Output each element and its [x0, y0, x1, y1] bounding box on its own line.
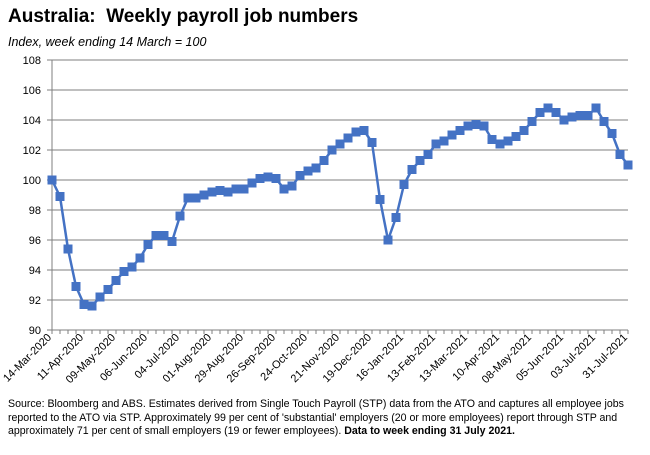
- data-point: [551, 108, 561, 117]
- data-point: [63, 244, 73, 254]
- data-point: [199, 190, 209, 200]
- source-note: Source: Bloomberg and ABS. Estimates der…: [8, 398, 644, 439]
- data-point: [623, 160, 633, 170]
- data-point: [567, 112, 577, 122]
- data-point: [175, 211, 185, 221]
- y-tick-label: 104: [23, 115, 41, 127]
- data-point: [391, 213, 401, 222]
- data-point: [191, 193, 201, 203]
- data-point: [287, 181, 297, 191]
- data-point: [399, 180, 409, 189]
- data-point: [247, 178, 257, 188]
- y-tick-label: 98: [29, 205, 41, 217]
- y-tick-labels: 90 92 94 96 98 100 102 104 106 108: [23, 55, 41, 337]
- data-point: [143, 240, 153, 249]
- data-point: [615, 150, 625, 159]
- data-point: [607, 129, 617, 138]
- data-point: [263, 172, 273, 182]
- data-point: [271, 174, 281, 183]
- data-point: [79, 300, 89, 309]
- data-point: [119, 267, 129, 276]
- data-point: [167, 237, 177, 246]
- data-point: [279, 184, 289, 194]
- series-line: [50, 106, 629, 308]
- data-point: [207, 187, 217, 197]
- data-point: [463, 121, 473, 131]
- data-point: [111, 276, 121, 285]
- data-point: [135, 253, 145, 263]
- data-point: [415, 156, 425, 165]
- y-tick-label: 90: [29, 325, 41, 337]
- data-point: [479, 121, 489, 131]
- source-bold-note: Data to week ending 31 July 2021.: [344, 425, 515, 438]
- y-tick-label: 100: [23, 175, 41, 187]
- data-point: [183, 193, 193, 203]
- data-point: [351, 127, 361, 137]
- data-point: [519, 126, 529, 135]
- data-point: [527, 117, 537, 126]
- y-tick-label: 108: [23, 55, 41, 67]
- source-text: Source: Bloomberg and ABS. Estimates der…: [8, 398, 624, 438]
- gridlines: [52, 59, 628, 301]
- data-point: [423, 150, 433, 159]
- data-point: [559, 115, 569, 125]
- data-point: [471, 120, 481, 129]
- data-point: [503, 136, 513, 146]
- y-tick-label: 96: [29, 235, 41, 247]
- y-tick-label: 106: [23, 85, 41, 97]
- y-tick-label: 94: [29, 265, 41, 277]
- data-point: [535, 108, 545, 117]
- chart-title: Australia: Weekly payroll job numbers: [8, 6, 359, 27]
- data-point: [159, 231, 169, 240]
- axes: [47, 59, 629, 334]
- data-point: [495, 139, 505, 149]
- data-point: [327, 145, 337, 155]
- data-point: [359, 126, 369, 135]
- data-point: [511, 132, 521, 141]
- data-point: [343, 133, 353, 143]
- data-point: [215, 186, 225, 195]
- data-point: [455, 126, 465, 135]
- chart-subtitle: Index, week ending 14 March = 100: [8, 35, 207, 49]
- data-point: [55, 192, 65, 201]
- y-tick-label: 92: [29, 295, 41, 307]
- data-point: [311, 163, 321, 173]
- data-point: [95, 292, 105, 302]
- data-point: [87, 301, 97, 311]
- data-point: [103, 285, 113, 294]
- data-point: [295, 171, 305, 180]
- data-point: [303, 166, 313, 176]
- data-point: [583, 111, 593, 120]
- y-tick-label: 102: [23, 145, 41, 157]
- series-area: [47, 103, 633, 311]
- data-point: [47, 175, 57, 185]
- data-point: [543, 103, 553, 113]
- data-point: [431, 139, 441, 149]
- data-point: [151, 231, 161, 240]
- data-point: [239, 184, 249, 194]
- data-point: [231, 184, 241, 194]
- data-point: [375, 195, 385, 204]
- data-point: [127, 262, 137, 272]
- data-point: [367, 138, 377, 147]
- data-point: [575, 111, 585, 120]
- data-point: [223, 187, 233, 197]
- data-point: [591, 103, 601, 113]
- data-point: [255, 174, 265, 183]
- data-point: [71, 282, 81, 291]
- data-point: [335, 139, 345, 149]
- data-point: [319, 156, 329, 165]
- x-tick-labels: 14-Mar-202011-Apr-202009-May-202006-Jun-…: [1, 332, 630, 386]
- data-point: [487, 135, 497, 144]
- data-point: [383, 235, 393, 245]
- data-point: [447, 130, 457, 140]
- data-point: [407, 165, 417, 174]
- data-point: [599, 117, 609, 126]
- data-point: [439, 136, 449, 146]
